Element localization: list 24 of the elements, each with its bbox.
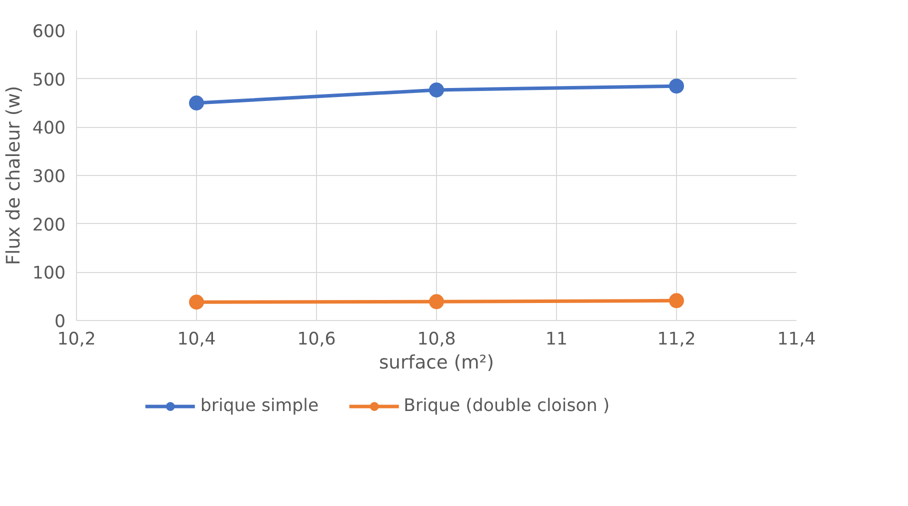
x-tick-label: 10,2	[57, 330, 96, 350]
y-tick-label: 400	[32, 118, 66, 139]
x-tick-label: 10,6	[297, 330, 336, 350]
y-tick-label: 100	[32, 264, 66, 284]
y-tick-label: 600	[32, 22, 66, 42]
x-axis-title: surface (m²)	[378, 352, 494, 374]
point	[189, 294, 204, 310]
point	[429, 294, 444, 310]
point	[669, 293, 684, 308]
y-tick-label: 0	[54, 312, 66, 332]
legend-label: brique simple	[200, 396, 319, 416]
y-tick-label: 500	[32, 70, 66, 90]
point	[189, 96, 204, 110]
x-tick-label: 11,2	[657, 330, 696, 350]
y-tick-label: 300	[32, 167, 66, 187]
point	[669, 78, 684, 94]
point	[429, 82, 444, 98]
x-tick-label: 11	[545, 330, 568, 350]
y-axis-title: Flux de chaleur (w)	[3, 86, 24, 266]
x-tick-label: 10,4	[177, 330, 216, 350]
legend-label: Brique (double cloison )	[404, 396, 610, 416]
y-tick-label: 200	[32, 215, 66, 236]
x-tick-label: 11,4	[777, 330, 816, 350]
x-tick-label: 10,8	[417, 330, 456, 350]
